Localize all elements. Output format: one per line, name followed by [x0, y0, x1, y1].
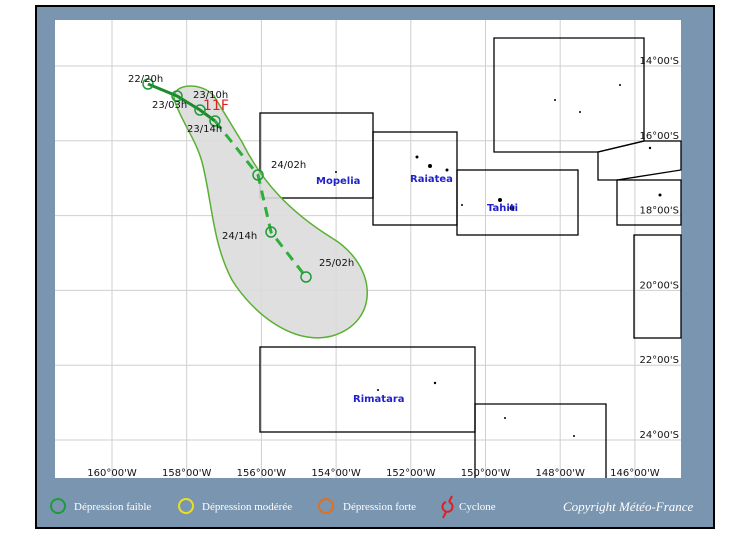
island — [445, 168, 449, 172]
zone-box — [456, 169, 579, 236]
longitude-label: 158°00'W — [162, 468, 212, 479]
island — [498, 198, 502, 202]
place-name: Raiatea — [410, 174, 453, 185]
track-label: 24/02h — [271, 160, 306, 171]
track-point — [171, 90, 183, 102]
map-area — [55, 20, 681, 478]
zone-box — [616, 179, 682, 226]
legend-label: Cyclone — [459, 501, 496, 513]
island — [377, 389, 379, 391]
legend-symbol — [441, 495, 454, 519]
longitude-label: 146°00'W — [610, 468, 660, 479]
place-name: Rimatara — [353, 394, 405, 405]
legend-label: Dépression forte — [343, 501, 416, 513]
place-name: Mopelia — [316, 176, 360, 187]
track-point — [252, 169, 264, 181]
longitude-label: 152°00'W — [386, 468, 436, 479]
island — [461, 204, 463, 206]
legend-label: Dépression faible — [74, 501, 151, 513]
longitude-label: 154°00'W — [311, 468, 361, 479]
longitude-label: 156°00'W — [237, 468, 287, 479]
place-name: Tahiti — [487, 203, 518, 214]
latitude-label: 18°00'S — [639, 206, 679, 217]
latitude-label: 20°00'S — [639, 280, 679, 291]
legend-symbol — [50, 498, 66, 514]
longitude-label: 160°00'W — [87, 468, 137, 479]
latitude-label: 14°00'S — [639, 56, 679, 67]
track-point — [300, 271, 312, 283]
observed-track — [147, 82, 216, 123]
legend-symbol — [318, 498, 334, 514]
zone-box — [259, 346, 476, 433]
track-points — [142, 78, 312, 283]
island — [433, 381, 437, 385]
island — [335, 171, 337, 173]
graticule — [55, 20, 681, 478]
island — [428, 164, 432, 168]
latitude-label: 22°00'S — [639, 355, 679, 366]
copyright: Copyright Météo-France — [563, 499, 694, 514]
island — [415, 155, 419, 159]
island — [573, 435, 575, 437]
island — [619, 84, 621, 86]
track-point — [209, 115, 221, 127]
track-label: 24/14h — [222, 231, 257, 242]
track-label: 22/20h — [128, 74, 163, 85]
island — [504, 417, 506, 419]
zone-box — [633, 234, 682, 339]
track-label: 23/10h — [193, 90, 228, 101]
legend: Dépression faible Dépression modérée Dépre… — [50, 495, 496, 519]
islands — [335, 84, 662, 437]
island — [554, 99, 556, 101]
track-label: 25/02h — [319, 258, 354, 269]
storm-name: 11F — [203, 98, 229, 114]
zone-boxes — [259, 37, 682, 478]
track-label: 23/03h — [152, 100, 187, 111]
longitude-label: 148°00'W — [535, 468, 585, 479]
labels: 160°00'W 158°00'W 156°00'W 154°00'W 152°00'W… — [87, 56, 679, 479]
latitude-label: 16°00'S — [639, 131, 679, 142]
track-label: 23/14h — [187, 124, 222, 135]
island — [658, 193, 662, 197]
legend-label: Dépression modérée — [202, 501, 292, 513]
track-point — [265, 226, 277, 238]
island — [648, 146, 652, 150]
forecast-track — [213, 120, 308, 278]
zone-box — [597, 140, 682, 181]
longitude-label: 150°00'W — [461, 468, 511, 479]
uncertainty-cone — [173, 85, 368, 339]
island — [509, 205, 515, 211]
track-point — [194, 104, 206, 116]
latitude-label: 24°00'S — [639, 430, 679, 441]
track-point — [142, 78, 154, 90]
zone-box — [474, 403, 607, 478]
island — [579, 111, 581, 113]
legend-symbol — [178, 498, 194, 514]
